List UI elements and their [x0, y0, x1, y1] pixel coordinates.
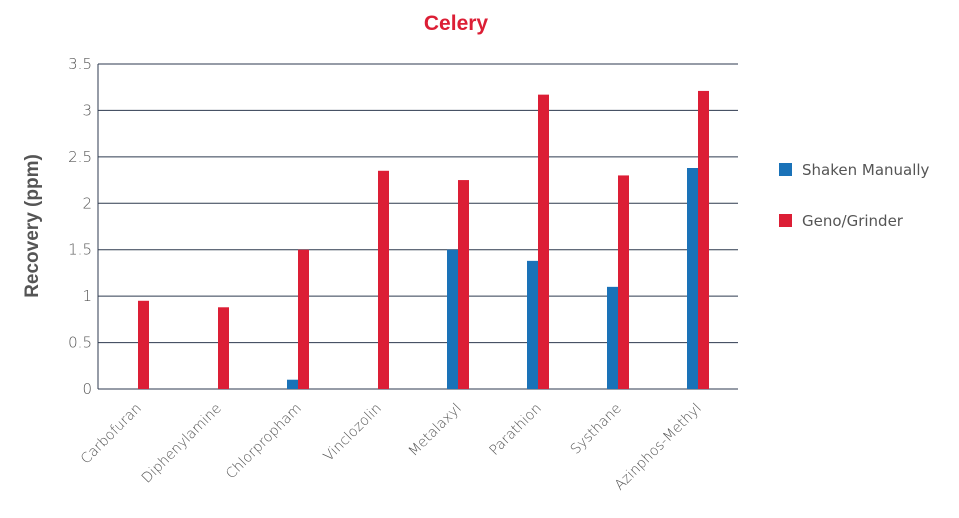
- y-axis-ticks: 0 0.5 1 1.5 2 2.5 3 3.5: [68, 55, 92, 398]
- y-tick-label: 3: [82, 101, 92, 119]
- bar-geno-grinder-vinclozolin: [378, 170, 389, 389]
- x-tick-label: Metalaxyl: [406, 401, 465, 460]
- x-tick-label: Azinphos-Methyl: [612, 401, 705, 494]
- bar-shaken-manually-parathion: [527, 260, 538, 389]
- bar-geno-grinder-chlorpropham: [298, 249, 309, 389]
- x-tick-label: Carbofuran: [78, 401, 145, 468]
- bar-shaken-manually-systhane: [607, 286, 618, 389]
- legend: Shaken Manually Geno/Grinder: [779, 161, 930, 230]
- y-tick-label: 3.5: [68, 55, 92, 73]
- x-tick-label: Vinclozolin: [321, 401, 385, 465]
- y-tick-label: 2.5: [68, 148, 92, 166]
- y-tick-label: 2: [82, 194, 92, 212]
- bar-geno-grinder-diphenylamine: [218, 307, 229, 389]
- bar-geno-grinder-metalaxyl: [458, 180, 469, 389]
- chart-title: Celery: [424, 12, 489, 35]
- y-tick-label: 0: [82, 380, 92, 398]
- x-tick-label: Systhane: [568, 401, 625, 458]
- bars: [138, 90, 709, 390]
- x-tick-label: Chlorpropham: [223, 401, 305, 483]
- y-tick-label: 1.5: [68, 241, 92, 259]
- bar-geno-grinder-systhane: [618, 175, 629, 389]
- bar-geno-grinder-parathion: [538, 94, 549, 390]
- x-tick-label: Diphenylamine: [139, 401, 225, 487]
- x-tick-label: Parathion: [487, 401, 545, 459]
- bar-shaken-manually-chlorpropham: [287, 379, 298, 389]
- legend-swatch: [779, 214, 792, 227]
- bar-shaken-manually-metalaxyl: [447, 249, 458, 389]
- bar-shaken-manually-azinphos-methyl: [687, 168, 698, 389]
- bar-geno-grinder-carbofuran: [138, 300, 149, 389]
- legend-swatch: [779, 163, 792, 176]
- gridlines: [97, 63, 738, 390]
- legend-label: Geno/Grinder: [802, 212, 904, 230]
- bar-geno-grinder-azinphos-methyl: [698, 90, 709, 389]
- y-tick-label: 1: [82, 287, 92, 305]
- legend-label: Shaken Manually: [802, 161, 930, 179]
- y-tick-label: 0.5: [68, 334, 92, 352]
- y-axis-label: Recovery (ppm): [22, 154, 43, 298]
